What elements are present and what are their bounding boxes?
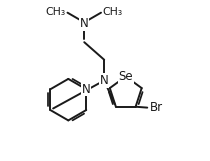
Text: N: N	[100, 74, 109, 87]
Text: N: N	[80, 17, 89, 30]
Text: Br: Br	[150, 101, 163, 114]
Text: Se: Se	[118, 70, 133, 83]
Text: CH₃: CH₃	[46, 7, 66, 17]
Text: CH₃: CH₃	[103, 7, 123, 17]
Text: N: N	[82, 83, 91, 96]
